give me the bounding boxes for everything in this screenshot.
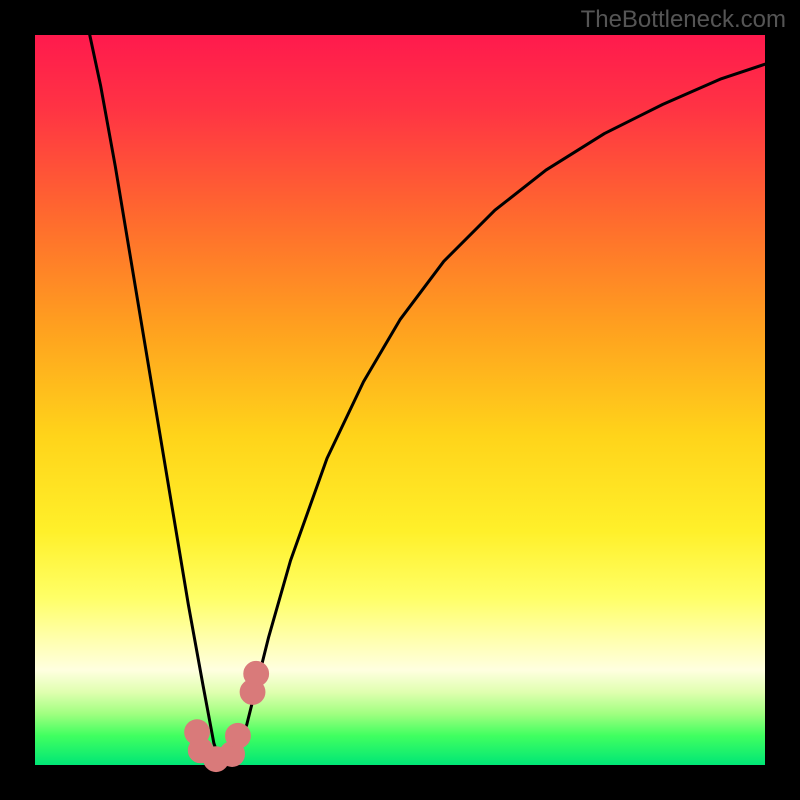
bottleneck-chart (0, 0, 800, 800)
plot-gradient-area (35, 35, 765, 765)
marker-point (244, 661, 269, 686)
marker-point (226, 723, 251, 748)
chart-container: TheBottleneck.com (0, 0, 800, 800)
watermark-label: TheBottleneck.com (581, 6, 786, 34)
